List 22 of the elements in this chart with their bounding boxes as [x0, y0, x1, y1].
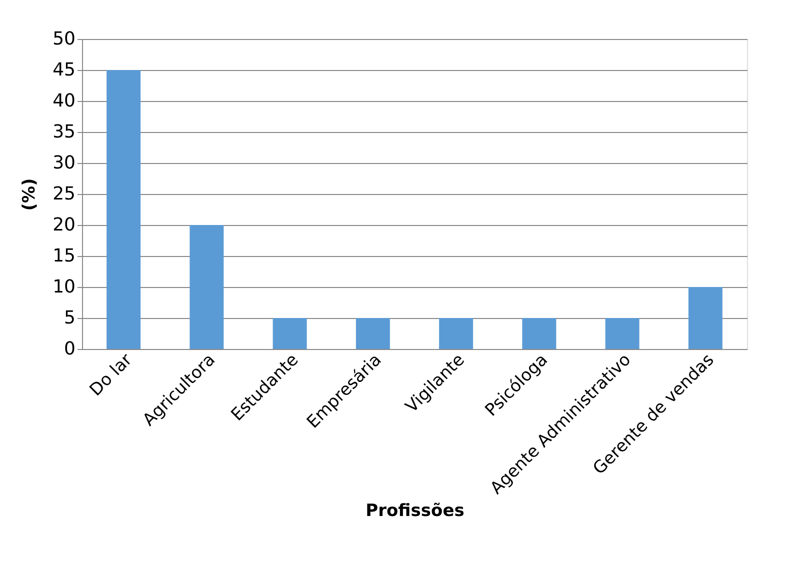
y-tick-label: 30	[52, 152, 76, 174]
y-tick-label: 50	[52, 28, 76, 50]
bar	[522, 318, 556, 349]
y-tick-label: 25	[52, 184, 76, 204]
bar	[688, 287, 722, 349]
bar	[106, 70, 141, 349]
y-tick-label: 10	[52, 276, 76, 298]
y-tick-label: 45	[52, 60, 76, 80]
y-tick-label: 0	[64, 338, 76, 360]
y-tick-label: 5	[64, 308, 76, 328]
y-tick-label: 40	[52, 90, 76, 112]
bar	[356, 318, 390, 349]
y-tick-label: 20	[52, 214, 76, 236]
x-axis-title: Profissões	[366, 501, 464, 522]
y-axis-title: (%)	[20, 178, 40, 211]
bar	[605, 318, 640, 349]
x-tick-label: Do lar	[86, 350, 136, 400]
y-tick-label: 35	[52, 122, 76, 142]
bar	[272, 318, 307, 349]
bar	[439, 318, 474, 349]
y-tick-label: 15	[52, 246, 76, 266]
bar	[190, 225, 224, 349]
